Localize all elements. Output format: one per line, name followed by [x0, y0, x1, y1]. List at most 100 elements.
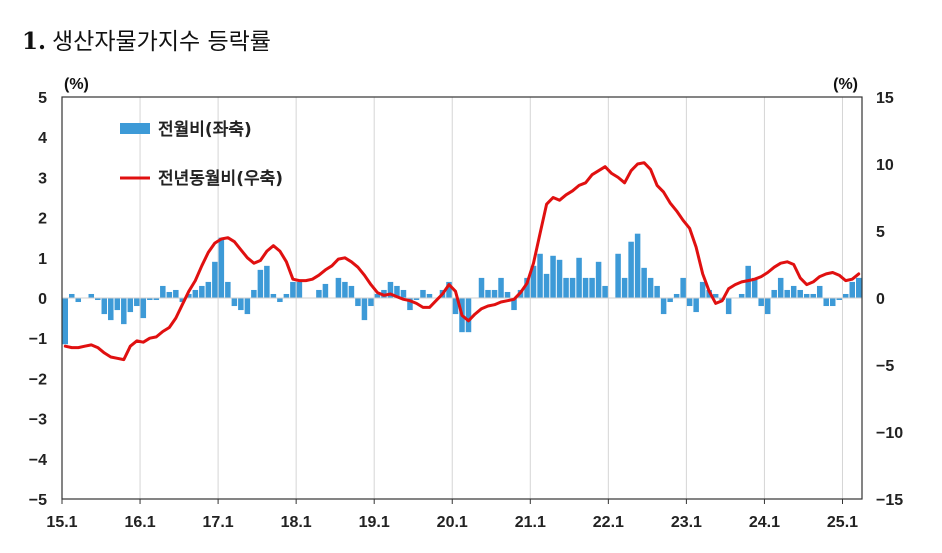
left-tick-label: 4	[38, 130, 47, 147]
bar	[179, 298, 186, 303]
x-tick-label: 15.1	[46, 514, 77, 531]
bar	[855, 277, 862, 298]
plot-frame	[61, 96, 863, 500]
line-series	[63, 161, 861, 362]
bar	[147, 298, 153, 301]
bar	[641, 267, 647, 298]
bar	[225, 281, 231, 298]
left-tick-label: −2	[29, 371, 47, 388]
bar	[108, 298, 114, 321]
bar-series	[62, 233, 862, 345]
bar	[127, 298, 134, 313]
bar	[270, 293, 277, 298]
bar	[192, 289, 199, 298]
left-tick-label: 5	[38, 90, 47, 107]
bar	[316, 289, 322, 298]
right-tick-label: −15	[876, 492, 903, 509]
bar	[537, 253, 543, 298]
bar	[342, 281, 348, 298]
bar	[264, 265, 270, 298]
x-tick-label: 22.1	[593, 514, 624, 531]
legend-bar-label: 전월비(좌축)	[158, 120, 252, 140]
bar	[693, 298, 699, 313]
x-tick-label: 17.1	[203, 514, 234, 531]
bar	[673, 293, 680, 298]
bar	[283, 293, 290, 298]
bar	[712, 293, 719, 298]
bar	[407, 298, 413, 311]
bar	[368, 298, 374, 307]
left-tick-label: −3	[29, 412, 47, 429]
bar	[231, 298, 238, 307]
x-tick-label: 18.1	[281, 514, 312, 531]
bar	[335, 277, 342, 298]
bar	[355, 298, 361, 307]
bar	[849, 281, 855, 298]
bar	[842, 293, 849, 298]
bar	[504, 291, 511, 298]
left-tick-label: −1	[29, 331, 47, 348]
x-tick-label: 24.1	[749, 514, 780, 531]
title-text: 생산자물가지수 등락률	[52, 29, 271, 55]
bar	[251, 289, 257, 298]
left-tick-label: 0	[38, 291, 47, 308]
bar	[140, 298, 147, 319]
bar	[556, 259, 563, 298]
bar	[777, 277, 784, 298]
bar	[589, 277, 595, 298]
bar	[797, 289, 803, 298]
bar	[491, 289, 498, 298]
bar	[114, 298, 121, 311]
bar	[667, 298, 673, 303]
title-number: 1.	[22, 28, 47, 55]
x-tick-label: 16.1	[124, 514, 155, 531]
bar	[771, 289, 777, 298]
left-tick-label: −4	[29, 452, 47, 469]
bar	[465, 298, 472, 333]
bar	[628, 241, 634, 298]
bar	[524, 277, 530, 298]
bar	[543, 273, 550, 298]
bar	[810, 293, 816, 298]
right-tick-label: −10	[876, 425, 903, 442]
bar	[121, 298, 127, 325]
bar	[394, 285, 400, 298]
bar	[95, 298, 101, 301]
bar	[498, 277, 504, 298]
bar	[374, 293, 381, 298]
bar	[277, 298, 283, 303]
right-tick-label: 15	[876, 90, 894, 107]
bar	[290, 281, 296, 298]
bar	[790, 285, 797, 298]
bar	[803, 293, 810, 298]
bar	[602, 285, 608, 298]
bar	[205, 281, 212, 298]
bar	[550, 255, 556, 298]
bar	[166, 291, 173, 298]
axis-ticks: 15.1 16.1 17.1 18.1 19.1 20.1 21.1 22.1 23.1 24.1…	[29, 90, 903, 531]
bar	[88, 293, 95, 298]
bar	[725, 298, 732, 315]
right-tick-label: 5	[876, 224, 885, 241]
page-title: 1. 생산자물가지수 등락률	[22, 22, 271, 56]
bar	[199, 285, 205, 298]
x-tick-label: 25.1	[827, 514, 858, 531]
bar	[699, 281, 706, 298]
right-tick-label: 10	[876, 157, 894, 174]
bar	[738, 293, 745, 298]
x-tick-label: 21.1	[515, 514, 546, 531]
bar	[69, 293, 75, 298]
bar	[153, 298, 160, 301]
bar	[823, 298, 829, 307]
bar	[582, 277, 589, 298]
bar	[576, 257, 582, 298]
bar	[595, 261, 602, 298]
left-tick-label: 1	[38, 251, 47, 268]
bar	[413, 298, 420, 301]
legend-bar-swatch	[120, 123, 150, 134]
bar	[173, 289, 179, 298]
bar	[686, 298, 693, 307]
bar	[530, 265, 537, 298]
legend-line-label: 전년동월비(우축)	[158, 169, 283, 189]
x-tick-label: 19.1	[359, 514, 390, 531]
